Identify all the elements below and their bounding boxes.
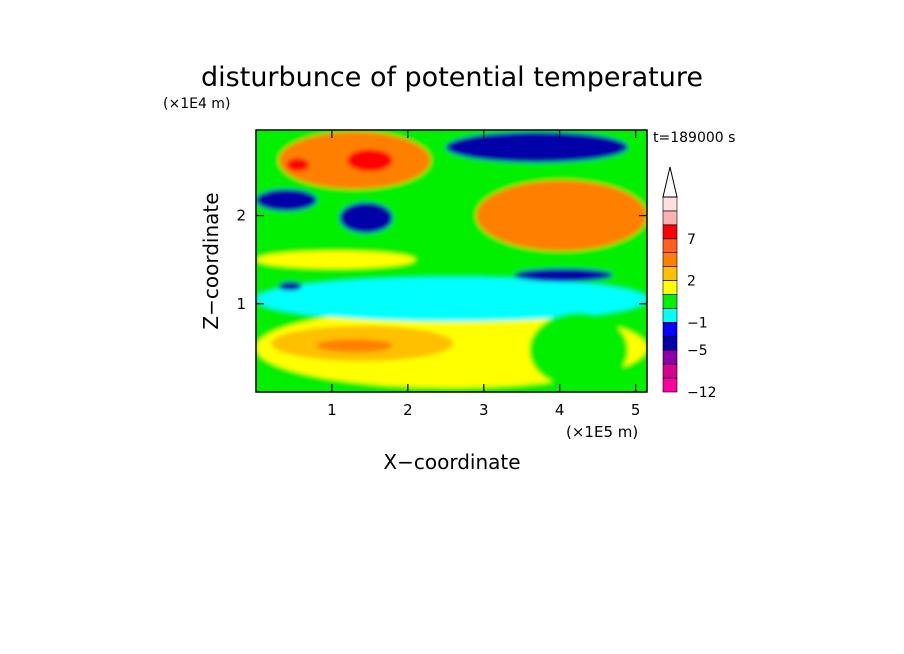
contour-region	[278, 281, 302, 291]
x-tick-label: 5	[631, 401, 641, 419]
colorbar-segment	[662, 377, 678, 393]
colorbar-tick-label: 7	[687, 232, 696, 248]
colorbar-segment	[662, 224, 678, 240]
colorbar-segment	[662, 363, 678, 379]
x-scale-label: (×1E5 m)	[566, 423, 638, 441]
colorbar-segment	[662, 252, 678, 267]
x-tick-label: 4	[555, 401, 565, 419]
colorbar-segment	[662, 335, 678, 351]
x-tick-label: 3	[479, 401, 489, 419]
colorbar-tick-label: 2	[687, 274, 696, 290]
contour-region	[339, 202, 393, 234]
colorbar-extend-arrow	[662, 166, 678, 198]
contour-region	[529, 312, 628, 388]
time-label: t=189000 s	[653, 130, 735, 146]
contour-field	[256, 130, 647, 392]
y-tick-label: 2	[236, 207, 246, 225]
contour-region	[256, 189, 317, 212]
colorbar-segment	[662, 294, 678, 309]
axis-ticks: 1 2 3 4 5 1 2	[236, 130, 647, 419]
x-tick-label: 1	[327, 401, 337, 419]
colorbar-segment	[662, 308, 678, 323]
contour-region	[514, 268, 613, 282]
contour-region	[347, 149, 393, 172]
contour-region	[537, 189, 636, 212]
colorbar: −12−5−127	[662, 166, 717, 401]
x-axis-label: X−coordinate	[383, 450, 520, 474]
contour-region	[445, 131, 628, 163]
colorbar-segment	[662, 322, 678, 337]
contour-region	[256, 250, 416, 269]
colorbar-segment	[662, 210, 678, 226]
colorbar-segment	[662, 196, 678, 212]
contour-region	[316, 339, 393, 353]
colorbar-tick-label: −12	[687, 385, 717, 401]
plot-area: 1 2 3 4 5 1 2	[236, 129, 648, 419]
colorbar-segment	[662, 349, 678, 365]
y-axis-label: Z−coordinate	[199, 192, 223, 329]
contour-region	[256, 277, 647, 322]
colorbar-segment	[662, 266, 678, 281]
colorbar-segment	[662, 238, 678, 254]
y-tick-label: 1	[236, 295, 246, 313]
x-tick-label: 2	[403, 401, 413, 419]
chart-title: disturbunce of potential temperature	[201, 62, 703, 93]
y-scale-label: (×1E4 m)	[163, 96, 230, 112]
colorbar-segment	[662, 280, 678, 295]
plot-frame	[255, 129, 648, 393]
colorbar-tick-label: −5	[687, 343, 708, 359]
colorbar-tick-label: −1	[687, 315, 708, 331]
contour-region	[286, 158, 310, 172]
